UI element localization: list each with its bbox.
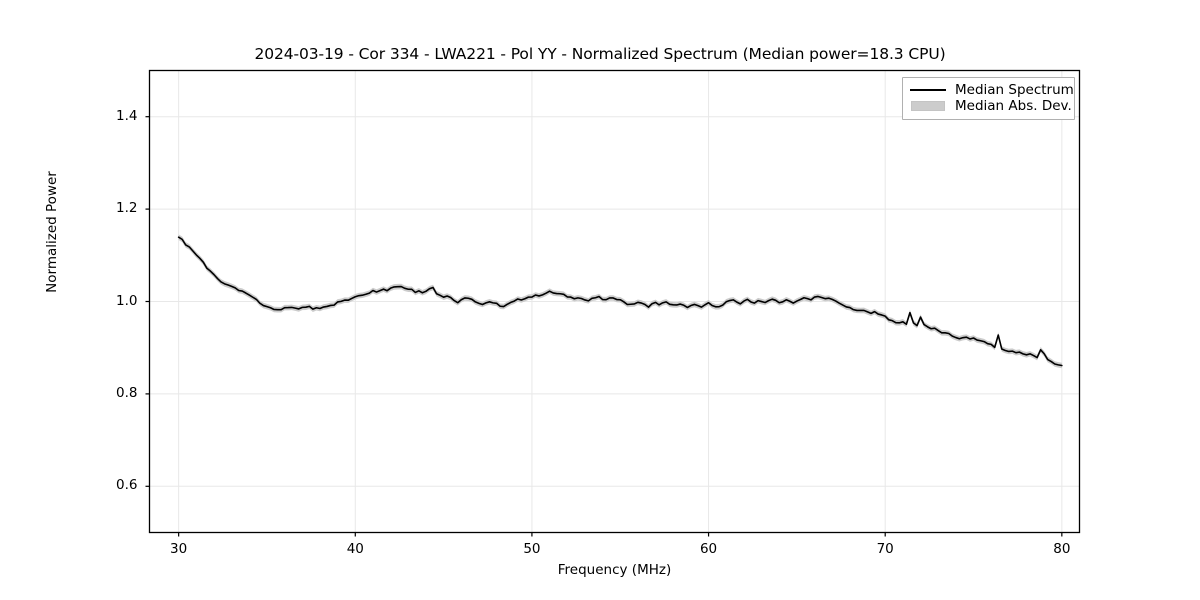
gridlines xyxy=(149,70,1080,533)
legend-item-median-abs-dev: Median Abs. Dev. xyxy=(909,98,1072,114)
legend-item-median-spectrum: Median Spectrum xyxy=(909,82,1074,98)
x-tick-label: 80 xyxy=(1053,540,1071,557)
y-tick-label: 0.8 xyxy=(116,384,138,401)
y-tick-label: 0.6 xyxy=(116,477,138,494)
x-tick-label: 30 xyxy=(170,540,188,557)
median-spectrum-line xyxy=(177,236,1063,367)
legend-label: Median Spectrum xyxy=(955,82,1074,98)
plot-frame xyxy=(148,69,1081,534)
legend-patch-swatch-icon xyxy=(909,99,947,113)
y-tick-label: 1.0 xyxy=(116,292,138,309)
y-tick-label: 1.2 xyxy=(116,200,138,217)
legend-box: Median Spectrum Median Abs. Dev. xyxy=(902,77,1075,120)
legend-label: Median Abs. Dev. xyxy=(955,98,1072,114)
median-abs-dev-band xyxy=(178,234,1062,369)
x-axis-label: Frequency (MHz) xyxy=(557,562,672,578)
x-tick-label: 70 xyxy=(876,540,894,557)
legend-line-swatch-icon xyxy=(909,83,947,97)
axis-ticks xyxy=(145,116,1063,537)
x-tick-label: 50 xyxy=(523,540,541,557)
page-title: 2024-03-19 - Cor 334 - LWA221 - Pol YY -… xyxy=(254,45,946,63)
y-tick-label: 1.4 xyxy=(116,107,138,124)
x-tick-label: 40 xyxy=(346,540,364,557)
x-tick-label: 60 xyxy=(699,540,718,557)
y-axis-label: Normalized Power xyxy=(44,171,60,293)
